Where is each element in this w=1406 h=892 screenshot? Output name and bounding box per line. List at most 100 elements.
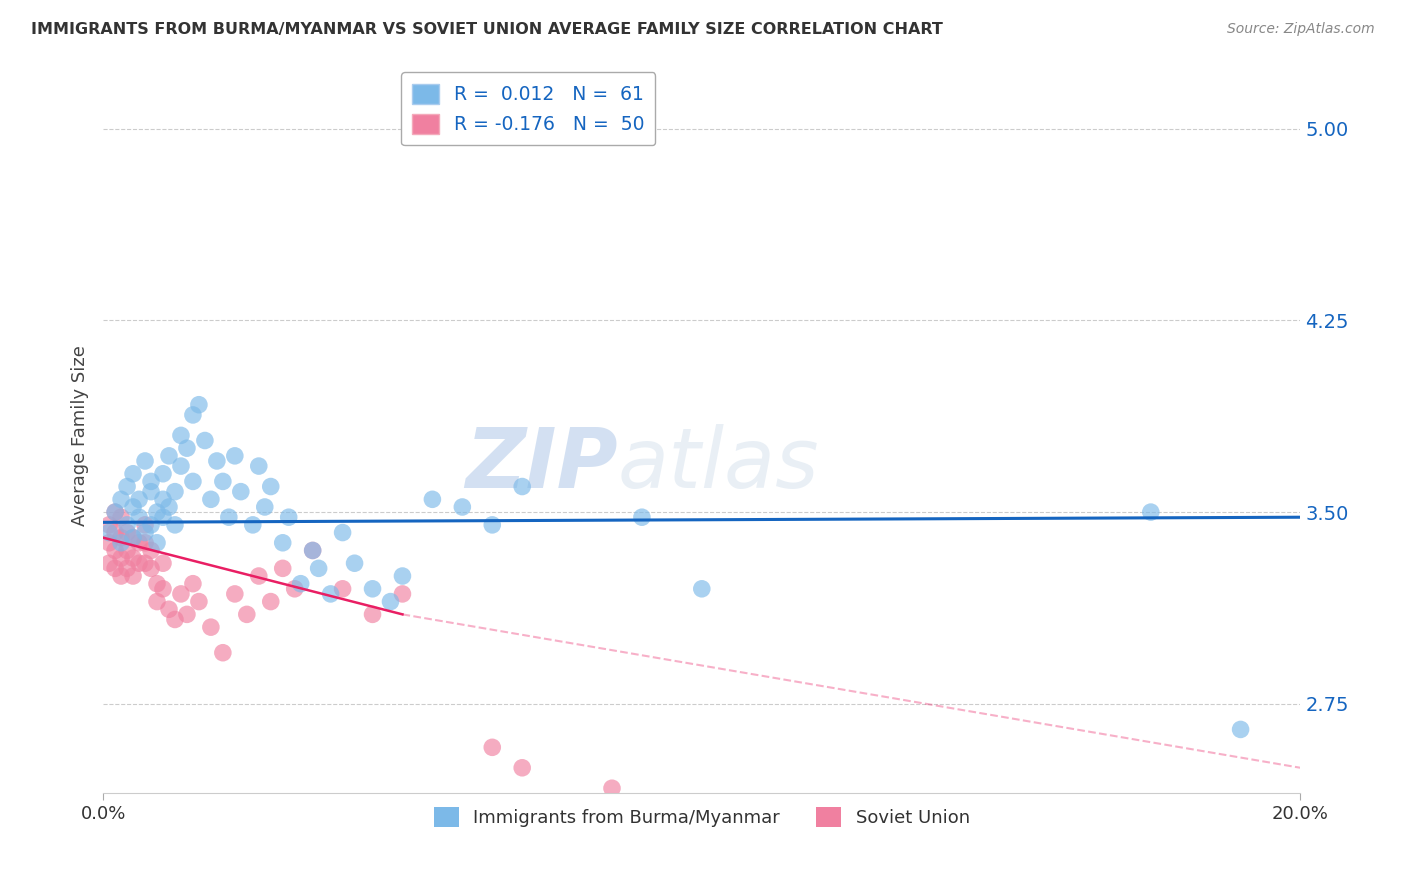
Point	[247, 569, 270, 583]
Point	[115, 543, 138, 558]
Y-axis label: Average Family Size: Average Family Size	[72, 345, 89, 525]
Point	[205, 454, 228, 468]
Point	[187, 398, 209, 412]
Legend: Immigrants from Burma/Myanmar, Soviet Union: Immigrants from Burma/Myanmar, Soviet Un…	[426, 800, 977, 834]
Point	[157, 500, 180, 514]
Point	[510, 761, 533, 775]
Point	[271, 535, 294, 549]
Text: ZIP: ZIP	[465, 424, 619, 505]
Point	[128, 492, 150, 507]
Point	[104, 561, 127, 575]
Point	[134, 525, 156, 540]
Point	[247, 459, 270, 474]
Point	[451, 500, 474, 514]
Point	[128, 535, 150, 549]
Point	[152, 492, 174, 507]
Point	[122, 551, 145, 566]
Point	[104, 505, 127, 519]
Point	[284, 582, 307, 596]
Point	[631, 510, 654, 524]
Point	[110, 535, 132, 549]
Point	[98, 525, 121, 540]
Point	[661, 799, 683, 814]
Point	[134, 535, 156, 549]
Point	[343, 556, 366, 570]
Point	[361, 582, 384, 596]
Point	[146, 576, 169, 591]
Point	[242, 517, 264, 532]
Point	[146, 505, 169, 519]
Point	[481, 517, 503, 532]
Point	[146, 535, 169, 549]
Point	[332, 582, 354, 596]
Point	[128, 556, 150, 570]
Point	[134, 556, 156, 570]
Point	[98, 517, 121, 532]
Text: IMMIGRANTS FROM BURMA/MYANMAR VS SOVIET UNION AVERAGE FAMILY SIZE CORRELATION CH: IMMIGRANTS FROM BURMA/MYANMAR VS SOVIET …	[31, 22, 943, 37]
Point	[380, 594, 402, 608]
Text: Source: ZipAtlas.com: Source: ZipAtlas.com	[1227, 22, 1375, 37]
Point	[194, 434, 217, 448]
Point	[139, 543, 162, 558]
Point	[422, 492, 444, 507]
Point	[224, 587, 246, 601]
Point	[104, 543, 127, 558]
Point	[361, 607, 384, 622]
Point	[301, 543, 323, 558]
Point	[152, 556, 174, 570]
Point	[600, 781, 623, 796]
Point	[110, 510, 132, 524]
Point	[290, 576, 312, 591]
Point	[277, 510, 299, 524]
Point	[260, 479, 283, 493]
Point	[128, 510, 150, 524]
Point	[224, 449, 246, 463]
Point	[1229, 723, 1251, 737]
Point	[332, 525, 354, 540]
Point	[139, 475, 162, 489]
Text: atlas: atlas	[619, 424, 820, 505]
Point	[176, 607, 198, 622]
Point	[115, 525, 138, 540]
Point	[176, 441, 198, 455]
Point	[181, 408, 204, 422]
Point	[212, 646, 235, 660]
Point	[212, 475, 235, 489]
Point	[253, 500, 276, 514]
Point	[104, 525, 127, 540]
Point	[98, 535, 121, 549]
Point	[139, 561, 162, 575]
Point	[163, 517, 186, 532]
Point	[200, 620, 222, 634]
Point	[200, 492, 222, 507]
Point	[139, 484, 162, 499]
Point	[319, 587, 342, 601]
Point	[163, 484, 186, 499]
Point	[122, 500, 145, 514]
Point	[134, 517, 156, 532]
Point	[139, 517, 162, 532]
Point	[218, 510, 240, 524]
Point	[260, 594, 283, 608]
Point	[170, 459, 193, 474]
Point	[391, 587, 413, 601]
Point	[163, 612, 186, 626]
Point	[98, 556, 121, 570]
Point	[308, 561, 330, 575]
Point	[181, 576, 204, 591]
Point	[122, 569, 145, 583]
Point	[146, 594, 169, 608]
Point	[122, 531, 145, 545]
Point	[110, 492, 132, 507]
Point	[271, 561, 294, 575]
Point	[152, 582, 174, 596]
Point	[170, 587, 193, 601]
Point	[157, 602, 180, 616]
Point	[152, 510, 174, 524]
Point	[134, 454, 156, 468]
Point	[181, 475, 204, 489]
Point	[110, 569, 132, 583]
Point	[690, 582, 713, 596]
Point	[391, 569, 413, 583]
Point	[115, 479, 138, 493]
